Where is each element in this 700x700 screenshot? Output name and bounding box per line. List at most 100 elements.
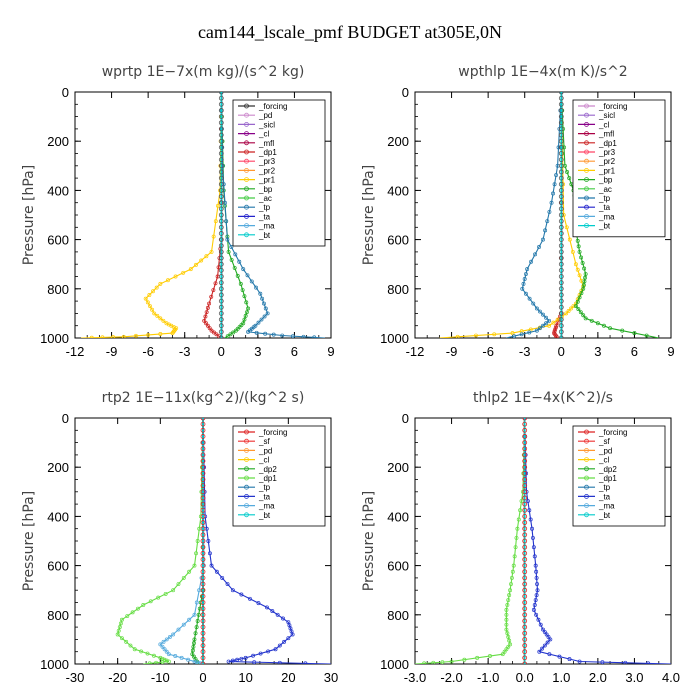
- series-marker: [164, 658, 169, 663]
- legend-marker: [584, 447, 589, 453]
- series-marker: [204, 254, 209, 259]
- series-marker: [151, 289, 155, 294]
- zero-series-marker: [558, 274, 564, 279]
- series-marker: [256, 320, 261, 325]
- legend: _forcing_pd_sicl_cl_mfl_dp1_pr3_pr2_pr1_…: [232, 99, 326, 247]
- legend-marker: [584, 177, 589, 183]
- legend-label: _bt: [598, 511, 611, 520]
- x-tick-label: -12: [406, 344, 425, 359]
- series-marker: [523, 272, 528, 276]
- series-marker: [552, 182, 557, 187]
- zero-series-marker: [218, 292, 224, 298]
- series-marker: [644, 333, 649, 338]
- zero-series-marker: [558, 224, 564, 230]
- zero-series-marker: [218, 274, 224, 279]
- series-marker: [534, 569, 539, 574]
- zero-series-marker: [522, 464, 528, 470]
- zero-series-marker: [522, 483, 528, 489]
- legend-marker: [244, 429, 249, 435]
- legend: _forcing_sicl_cl_mfl_dp1_pr3_pr2_pr1_bp_…: [572, 99, 666, 238]
- series-marker: [116, 628, 121, 633]
- series-marker: [564, 311, 569, 316]
- series-marker: [534, 328, 539, 333]
- chart-title: rtp2 1E−11x(kg^2)/(kg^2 s): [102, 390, 305, 406]
- series-marker: [462, 657, 467, 662]
- y-tick-label: 0: [62, 411, 69, 426]
- series-marker: [488, 654, 492, 658]
- legend-marker: [244, 167, 249, 173]
- series-marker: [179, 655, 184, 660]
- series-marker: [525, 267, 530, 272]
- series-marker: [575, 238, 580, 243]
- series-marker: [504, 612, 509, 617]
- legend-marker: [584, 223, 589, 229]
- y-axis-label: Pressure [hPa]: [361, 165, 377, 265]
- zero-series-marker: [522, 532, 528, 538]
- x-tick-label: 30: [324, 670, 338, 685]
- series-marker: [192, 659, 197, 664]
- series-marker: [531, 301, 536, 306]
- x-tick-label: 0.0: [516, 670, 534, 685]
- series-marker: [521, 281, 526, 286]
- zero-series-marker: [558, 181, 564, 187]
- legend-label: _cl: [258, 456, 269, 465]
- series-marker: [258, 291, 263, 296]
- legend-label: _tp: [258, 203, 271, 212]
- series-marker: [573, 304, 578, 308]
- zero-series-marker: [522, 600, 528, 605]
- x-tick-label: 6: [631, 344, 638, 359]
- zero-series-marker: [218, 132, 224, 138]
- zero-series-marker: [522, 507, 528, 513]
- series-marker: [164, 637, 169, 642]
- legend-label: _dp2: [258, 465, 277, 474]
- zero-series-marker: [200, 655, 206, 661]
- zero-series-marker: [522, 569, 528, 575]
- series-marker: [214, 332, 219, 337]
- series-marker: [207, 326, 212, 331]
- series-marker: [143, 296, 148, 301]
- series-marker: [266, 649, 271, 654]
- series-marker: [505, 603, 510, 607]
- legend-marker: [244, 186, 249, 192]
- series-marker: [554, 334, 559, 338]
- legend-box: [572, 99, 666, 238]
- series-marker: [194, 551, 199, 556]
- legend-label: _ac: [598, 185, 612, 194]
- series-marker: [455, 334, 460, 338]
- panels: wprtp 1E−7x(m kg)/(s^2 kg) Pressure [hPa]…: [21, 64, 680, 685]
- series-marker: [202, 318, 207, 323]
- series-marker: [556, 145, 561, 150]
- zero-series-marker: [218, 169, 224, 175]
- zero-series-marker: [522, 501, 528, 507]
- series-marker: [203, 314, 208, 319]
- legend-marker: [584, 429, 589, 435]
- legend-marker: [584, 493, 589, 499]
- chart-panel-4: thlp2 1E−4x(K^2)/s Pressure [hPa] -3.0 -2.0…: [361, 390, 680, 685]
- zero-series-marker: [200, 637, 206, 642]
- y-tick-label: 600: [387, 559, 409, 574]
- zero-series-marker: [200, 464, 206, 470]
- series-marker: [576, 307, 581, 312]
- legend-label: _pd: [258, 446, 272, 455]
- legend-label: _ta: [598, 203, 611, 212]
- x-tick-label: 20: [281, 670, 295, 685]
- series-marker: [277, 643, 282, 648]
- zero-series-marker: [200, 661, 206, 664]
- series-marker: [145, 651, 150, 656]
- x-tick-label: -9: [106, 344, 118, 359]
- zero-series-marker: [200, 593, 206, 599]
- series-marker: [527, 330, 532, 335]
- series-marker: [158, 655, 163, 660]
- legend-label: _bt: [258, 511, 271, 520]
- zero-series-marker: [522, 421, 528, 427]
- series-marker: [166, 652, 171, 657]
- legend-label: _dp1: [598, 139, 617, 148]
- series-marker: [527, 296, 532, 301]
- series-marker: [565, 169, 570, 174]
- series-marker: [286, 636, 291, 641]
- legend-label: _dp1: [258, 474, 277, 483]
- zero-series-marker: [200, 612, 206, 618]
- series-line-dp1: [117, 418, 204, 664]
- zero-series-marker: [218, 212, 224, 218]
